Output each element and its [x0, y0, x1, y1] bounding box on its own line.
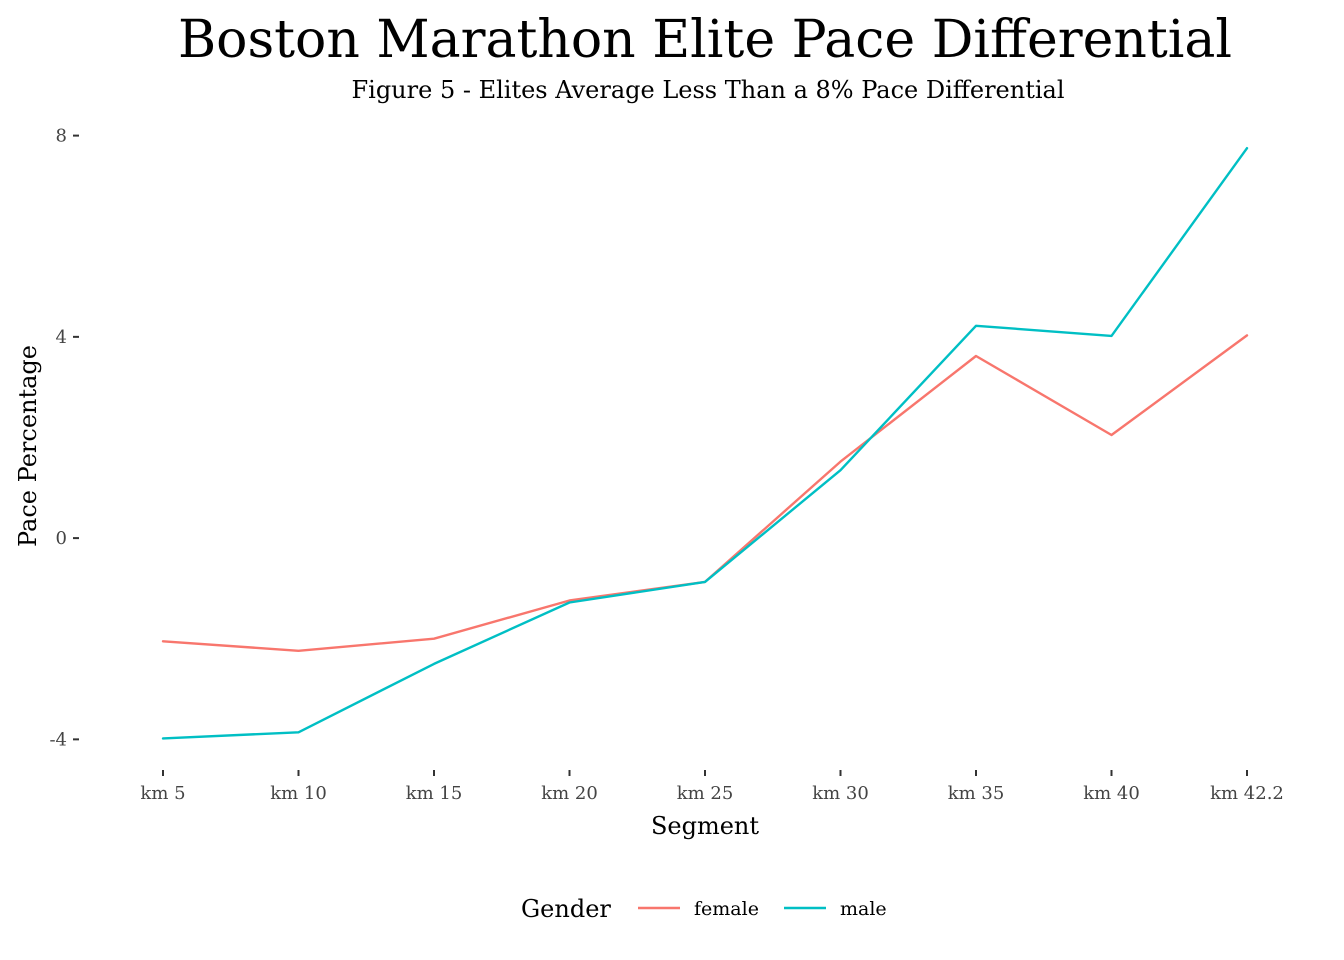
legend-label-male: male	[840, 898, 887, 920]
x-tick-label: km 30	[812, 783, 869, 804]
legend-title: Gender	[521, 895, 611, 923]
y-tick-label: 0	[56, 528, 67, 549]
x-axis: km 5 km 10 km 15 km 20 km 25 km 30 km 35 km 40 k…	[140, 770, 1284, 804]
legend: Gender female male	[521, 895, 887, 923]
y-tick-label: 8	[56, 126, 67, 147]
chart-subtitle: Figure 5 - Elites Average Less Than a 8%…	[351, 76, 1064, 104]
x-tick-label: km 20	[541, 783, 598, 804]
y-tick-label: 4	[56, 327, 67, 348]
series-line-male	[161, 146, 1249, 740]
legend-label-female: female	[694, 898, 759, 920]
x-tick-label: km 42.2	[1210, 783, 1284, 804]
x-tick-label: km 40	[1083, 783, 1140, 804]
x-tick-label: km 5	[140, 783, 185, 804]
y-tick-label: -4	[49, 729, 67, 750]
y-axis-title: Pace Percentage	[14, 345, 42, 547]
x-axis-title: Segment	[651, 812, 759, 840]
x-tick-label: km 35	[948, 783, 1005, 804]
series-line-female	[161, 334, 1249, 652]
y-axis: -4 0 4 8	[49, 126, 79, 750]
x-tick-label: km 15	[406, 783, 463, 804]
plot-area	[161, 146, 1249, 740]
chart-title: Boston Marathon Elite Pace Differential	[178, 10, 1232, 70]
x-tick-label: km 25	[677, 783, 734, 804]
x-tick-label: km 10	[270, 783, 327, 804]
